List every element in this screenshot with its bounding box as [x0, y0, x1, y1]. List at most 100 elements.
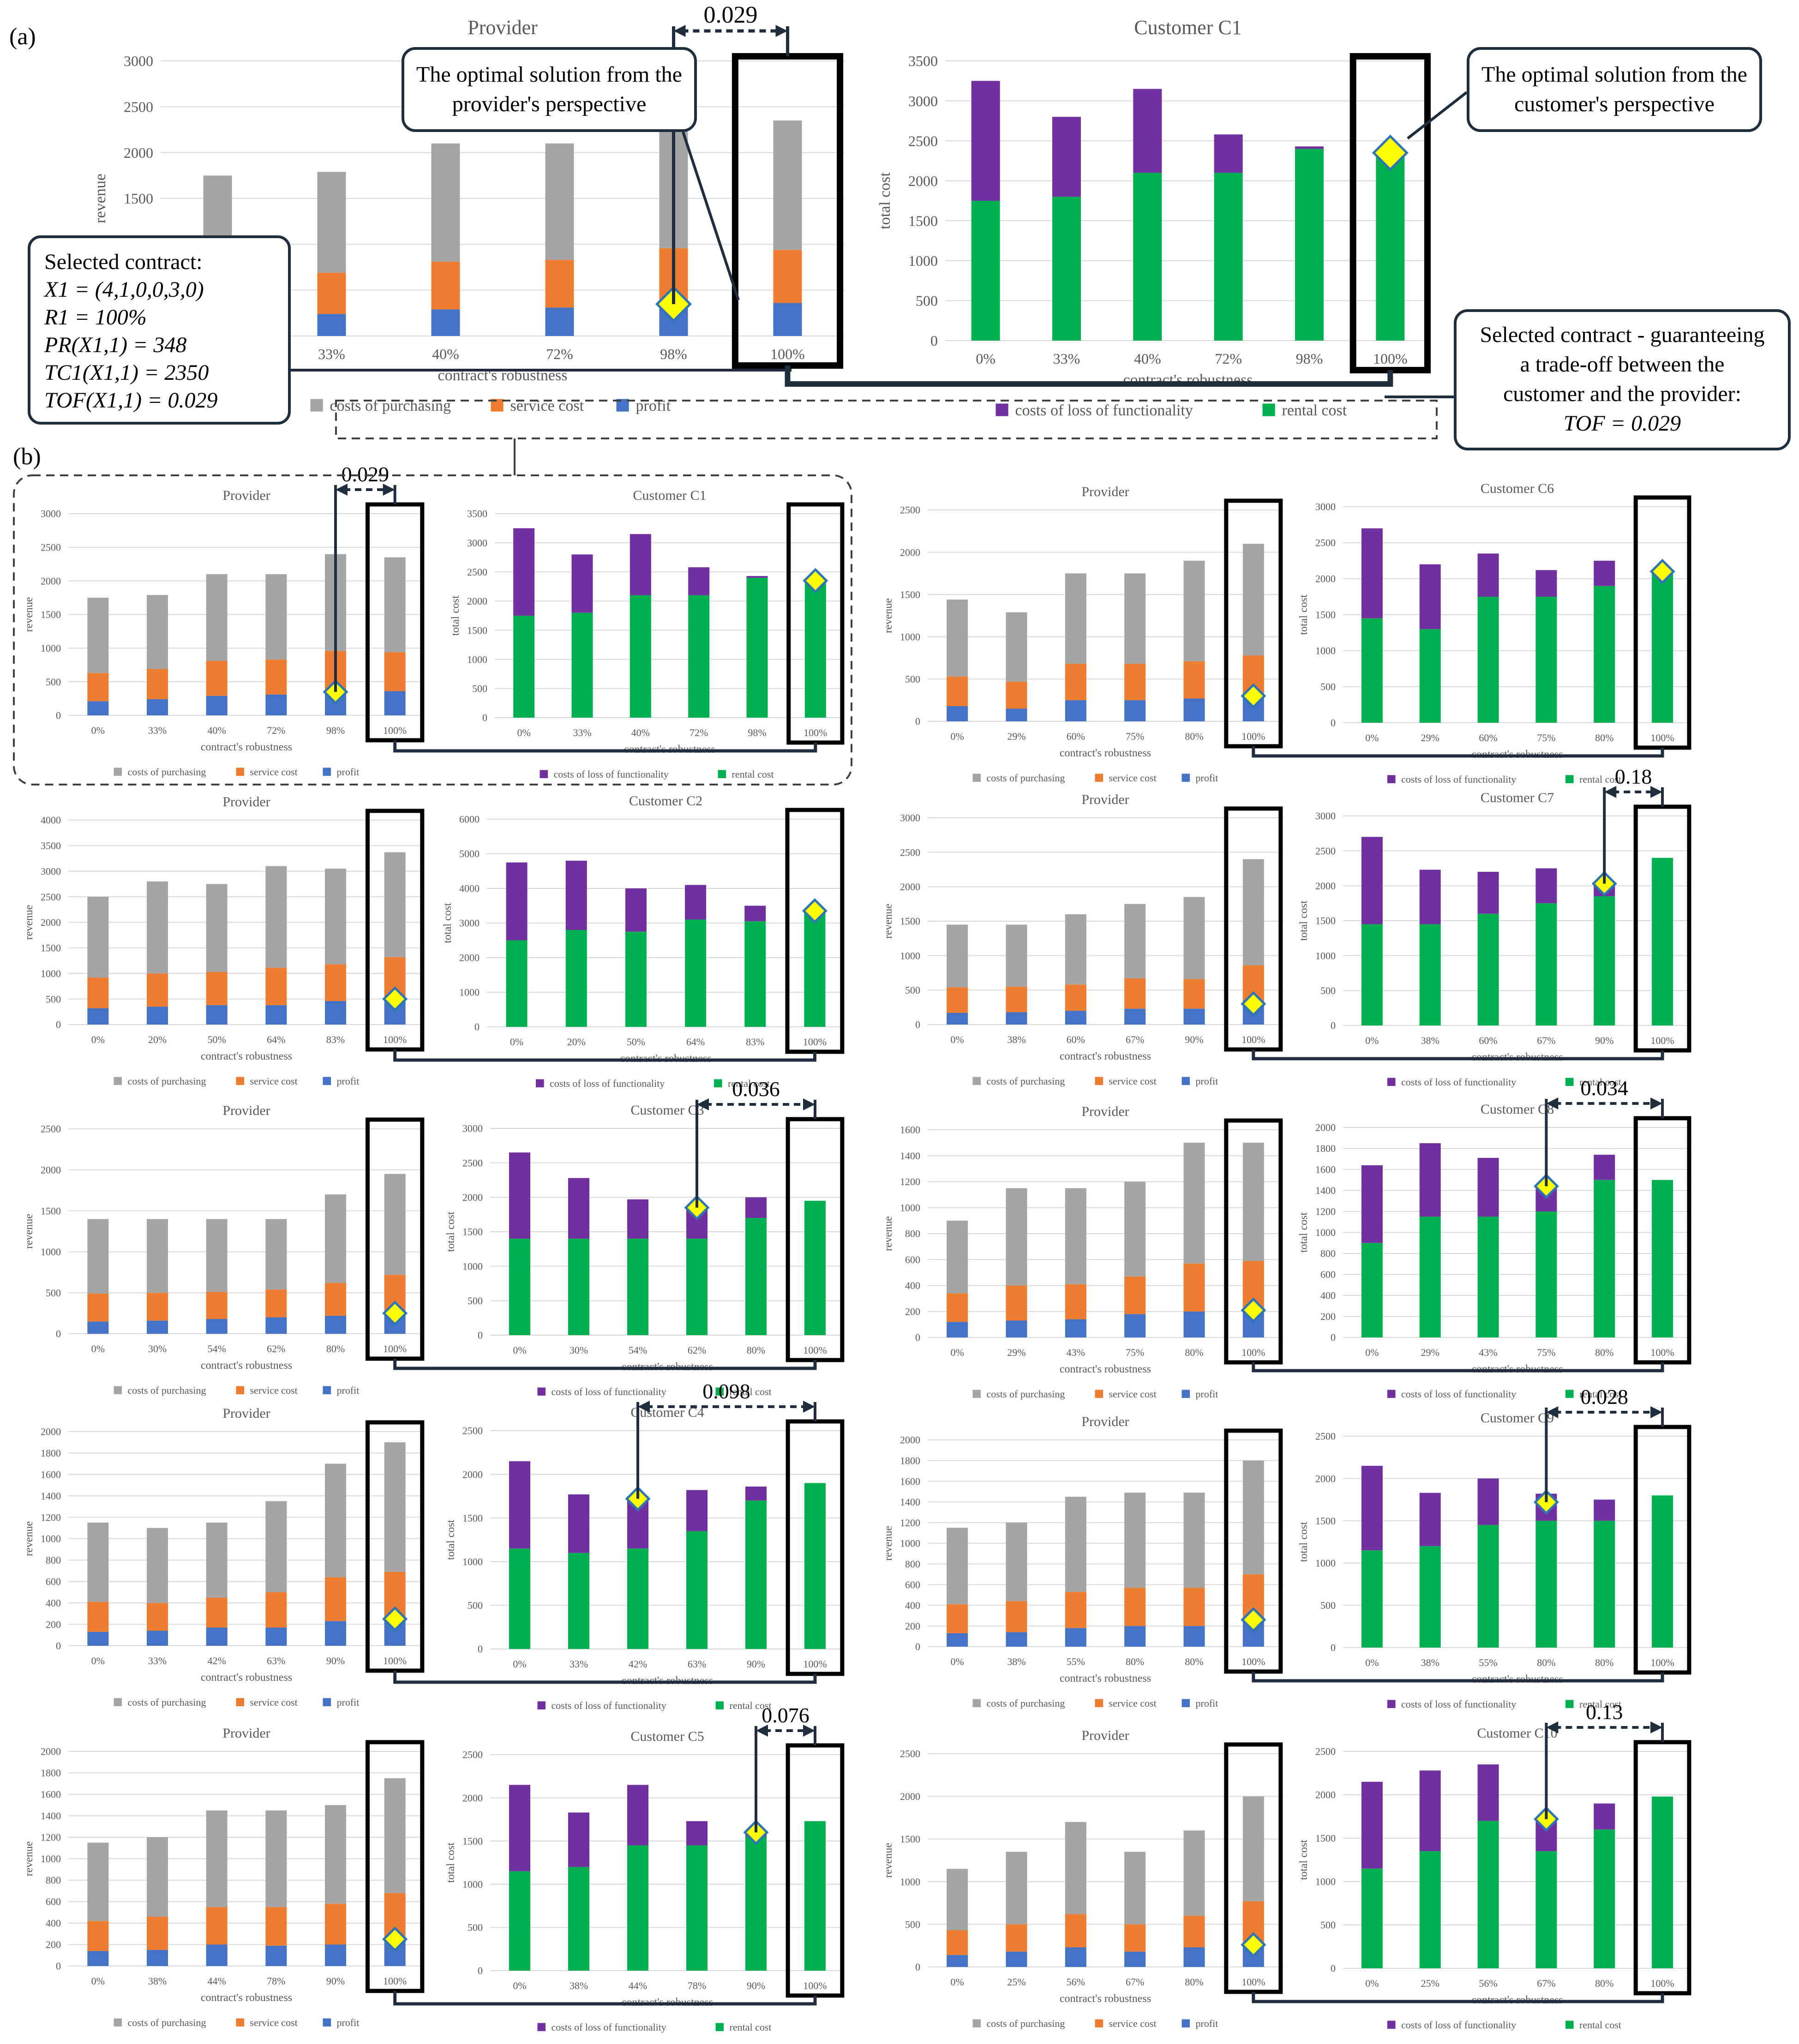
x-tick-label: 67% — [1126, 1976, 1144, 1988]
legend-label: rental cost — [730, 2021, 772, 2033]
y-tick-label: 2000 — [1315, 1122, 1336, 1133]
y-tick-label: 1000 — [908, 252, 938, 269]
chart-P10: 0 500 1000 1500 2000 2500 0% 25% 56% 67% 80% 100% Pr… — [882, 1728, 1283, 2029]
y-tick-label: 1000 — [900, 1876, 920, 1888]
bar-rental-cost — [1594, 586, 1615, 723]
x-tick-label: 38% — [1421, 1657, 1439, 1668]
bar-rental-cost — [745, 1500, 767, 1649]
legend-swatch — [1565, 2020, 1574, 2029]
y-tick-label: 200 — [905, 1620, 920, 1632]
chart-title: Customer C3 — [630, 1103, 704, 1118]
legend-label: profit — [1196, 2018, 1218, 2029]
bar-profit — [1124, 1951, 1146, 1967]
bar-rental-cost — [1419, 1546, 1441, 1648]
bar-profit — [1124, 1008, 1146, 1025]
y-tick-label: 3000 — [900, 812, 920, 824]
bar-rental-cost — [745, 1836, 767, 1971]
x-tick-label: 100% — [1650, 1657, 1674, 1668]
bar-profit — [87, 701, 109, 715]
y-tick-label: 1000 — [1315, 645, 1336, 657]
legend-swatch — [323, 2018, 331, 2027]
bar-costs-of-loss-of-functionality — [1361, 1466, 1383, 1551]
bar-costs-of-purchasing — [384, 557, 406, 653]
x-tick-label: 80% — [1537, 1657, 1555, 1668]
y-tick-label: 1000 — [900, 1202, 920, 1213]
y-axis-title: revenue — [23, 905, 35, 940]
bar-rental-cost — [1477, 597, 1499, 723]
bar-costs-of-purchasing — [384, 1778, 406, 1893]
legend-label: costs of purchasing — [128, 1075, 206, 1087]
chart-title: Customer C7 — [1481, 790, 1554, 805]
bar-rental-cost — [1295, 149, 1324, 341]
bar-service-cost — [147, 973, 168, 1007]
bar-service-cost — [1065, 1914, 1086, 1948]
y-tick-label: 2500 — [462, 1425, 483, 1437]
bar-costs-of-purchasing — [265, 1219, 287, 1290]
chart-P4: 0 200 400 600 800 1000 1200 1400 1600 1800 2000 0% 3… — [23, 1406, 425, 1708]
y-tick-label: 200 — [46, 1618, 61, 1630]
bar-costs-of-purchasing — [947, 1528, 968, 1605]
bar-rental-cost — [627, 1548, 648, 1649]
legend-swatch — [236, 1386, 245, 1395]
bar-rental-cost — [1361, 618, 1383, 723]
bar-profit — [1006, 708, 1027, 721]
chart-P8: 0 200 400 600 800 1000 1200 1400 1600 0% 29% 43% 75%… — [882, 1104, 1283, 1400]
contract-x1: X1 = (4,1,0,0,3,0) — [44, 277, 204, 302]
bar-profit — [206, 1005, 228, 1025]
bar-costs-of-purchasing — [1242, 1460, 1264, 1575]
gap-label: 0.029 — [342, 462, 390, 486]
bar-rental-cost — [1419, 1217, 1441, 1337]
legend-label: costs of loss of functionality — [552, 1700, 666, 1711]
bar-profit — [1006, 1951, 1027, 1967]
x-tick-label: 20% — [567, 1036, 586, 1048]
optimal-marker — [1241, 1607, 1266, 1633]
legend-label: costs of purchasing — [128, 1385, 206, 1396]
bar-rental-cost — [1361, 924, 1383, 1025]
bar-service-cost — [87, 1293, 109, 1322]
bar-profit — [1065, 1011, 1086, 1025]
bar-service-cost — [325, 1577, 346, 1621]
bar-profit — [147, 1630, 168, 1646]
legend-label: costs of loss of functionality — [1401, 773, 1516, 785]
bar-costs-of-loss-of-functionality — [571, 554, 593, 613]
x-tick-label: 100% — [383, 1034, 407, 1045]
y-tick-label: 0 — [56, 1640, 61, 1652]
y-tick-label: 4000 — [41, 815, 61, 826]
chart-title: Customer C2 — [629, 793, 702, 809]
y-tick-label: 1000 — [41, 642, 61, 654]
y-axis-title: total cost — [442, 903, 454, 943]
bar-rental-cost — [745, 1218, 767, 1335]
x-tick-label: 29% — [1421, 732, 1439, 743]
chart-P6: 0 500 1000 1500 2000 2500 0% 29% 60% 75% 80% 100% Pr… — [882, 484, 1283, 784]
y-tick-label: 2500 — [467, 566, 487, 578]
gap-label: 0.18 — [1615, 765, 1652, 788]
bar-rental-cost — [627, 1238, 648, 1335]
bar-costs-of-purchasing — [1183, 1493, 1205, 1588]
bar-service-cost — [431, 262, 460, 310]
bar-profit — [147, 1950, 168, 1966]
bar-costs-of-purchasing — [265, 1501, 287, 1592]
y-axis-title: revenue — [882, 1843, 894, 1878]
bar-service-cost — [265, 968, 287, 1005]
bar-costs-of-purchasing — [147, 595, 168, 669]
x-tick-label: 100% — [1650, 732, 1674, 743]
bar-costs-of-loss-of-functionality — [1594, 1499, 1615, 1521]
legend-swatch — [323, 1386, 331, 1395]
y-tick-label: 2000 — [41, 1746, 61, 1757]
bar-service-cost — [947, 1604, 968, 1633]
x-tick-label: 50% — [627, 1036, 645, 1048]
x-tick-label: 40% — [631, 727, 650, 738]
legend-swatch — [310, 399, 323, 412]
y-tick-label: 400 — [46, 1597, 61, 1609]
y-axis-title: total cost — [1298, 1212, 1310, 1253]
bar-costs-of-purchasing — [384, 1174, 406, 1275]
x-tick-label: 0% — [91, 725, 105, 736]
legend-swatch — [236, 1698, 245, 1707]
y-tick-label: 1500 — [462, 1835, 483, 1847]
y-tick-label: 500 — [905, 984, 920, 996]
y-tick-label: 0 — [56, 1960, 61, 1972]
bar-costs-of-loss-of-functionality — [746, 576, 768, 578]
x-tick-label: 80% — [1185, 1976, 1203, 1988]
bar-service-cost — [1124, 978, 1146, 1009]
x-tick-label: 33% — [1053, 350, 1080, 367]
